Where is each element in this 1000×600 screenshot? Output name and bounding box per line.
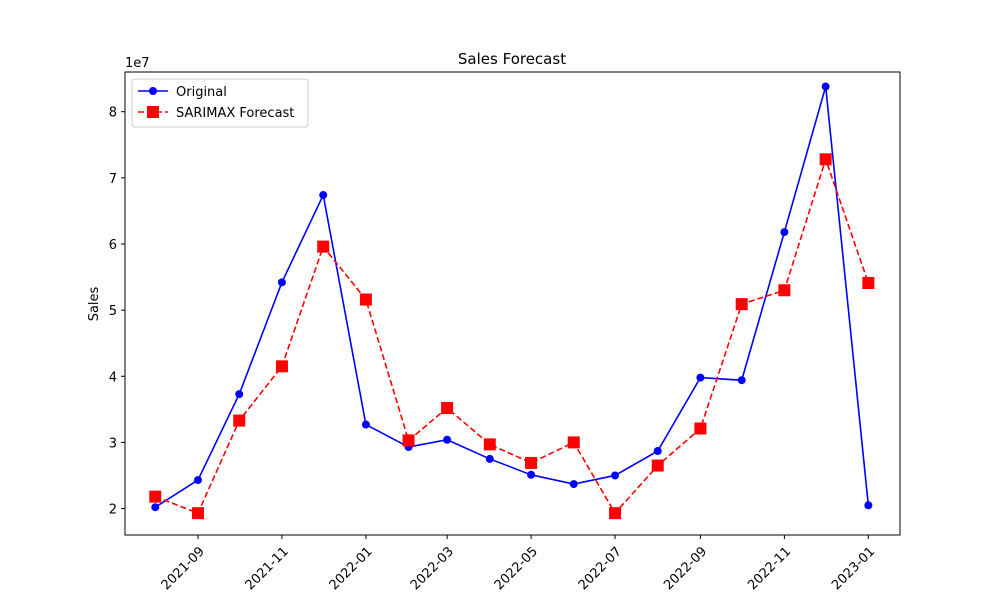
x-tick-label: 2021-11 (243, 544, 292, 593)
data-point (443, 435, 452, 444)
y-axis: 2 3 4 5 6 7 8 (109, 106, 125, 518)
y-tick-label: 6 (109, 238, 117, 253)
legend-marker (147, 106, 159, 118)
data-point (780, 228, 789, 237)
data-point (193, 476, 202, 485)
x-axis: 2021-09 2021-11 2022-01 2022-03 2022-05 2022-… (159, 535, 878, 593)
data-point (651, 459, 664, 472)
series-line (154, 86, 870, 508)
x-tick-label: 2023-01 (829, 544, 878, 593)
y-tick-label: 2 (109, 503, 117, 518)
data-point (361, 420, 370, 429)
data-point (402, 434, 415, 447)
legend: Original SARIMAX Forecast (131, 78, 309, 128)
x-tick-label: 2022-03 (408, 544, 457, 593)
data-point (319, 191, 328, 200)
legend-box (131, 78, 309, 128)
data-point (525, 456, 538, 469)
x-tick-label: 2022-11 (745, 544, 794, 593)
series-original (151, 82, 873, 512)
y-axis-offset-label: 1e7 (125, 56, 150, 71)
data-point (737, 376, 746, 385)
y-axis-label: Sales (87, 286, 102, 321)
data-point (694, 422, 707, 435)
data-point (527, 470, 536, 479)
data-point (696, 373, 705, 382)
data-point (569, 480, 578, 489)
data-point (864, 501, 873, 510)
series-line (154, 156, 870, 515)
data-point (611, 471, 620, 480)
axes-frame (124, 71, 901, 536)
y-tick-label: 3 (109, 436, 117, 451)
data-point (151, 503, 160, 512)
legend-label: Original (176, 85, 227, 100)
legend-label: SARIMAX Forecast (176, 106, 294, 121)
x-tick-label: 2022-09 (661, 544, 710, 593)
data-point (862, 276, 875, 289)
y-tick-label: 5 (109, 304, 117, 319)
data-point (735, 298, 748, 311)
chart-title: Sales Forecast (458, 50, 566, 68)
x-tick-label: 2022-01 (327, 544, 376, 593)
data-point (485, 454, 494, 463)
series-forecast (149, 153, 875, 520)
data-point (778, 284, 791, 297)
legend-marker (149, 87, 157, 95)
y-tick-label: 7 (109, 172, 117, 187)
data-point (821, 82, 830, 91)
data-point (819, 153, 832, 166)
x-tick-label: 2021-09 (159, 544, 208, 593)
x-tick-label: 2022-07 (576, 544, 625, 593)
data-point (149, 490, 162, 503)
data-point (235, 390, 244, 399)
data-point (441, 402, 454, 415)
data-point (359, 293, 372, 306)
data-point (191, 507, 204, 520)
x-tick-label: 2022-05 (492, 544, 541, 593)
data-point (653, 446, 662, 455)
data-point (277, 278, 286, 287)
plot-area (149, 82, 875, 520)
data-point (609, 507, 622, 520)
data-point (233, 414, 246, 427)
data-point (275, 360, 288, 373)
data-point (317, 240, 330, 253)
data-point (567, 436, 580, 449)
y-tick-label: 8 (109, 106, 117, 121)
data-point (483, 438, 496, 451)
y-tick-label: 4 (109, 370, 117, 385)
